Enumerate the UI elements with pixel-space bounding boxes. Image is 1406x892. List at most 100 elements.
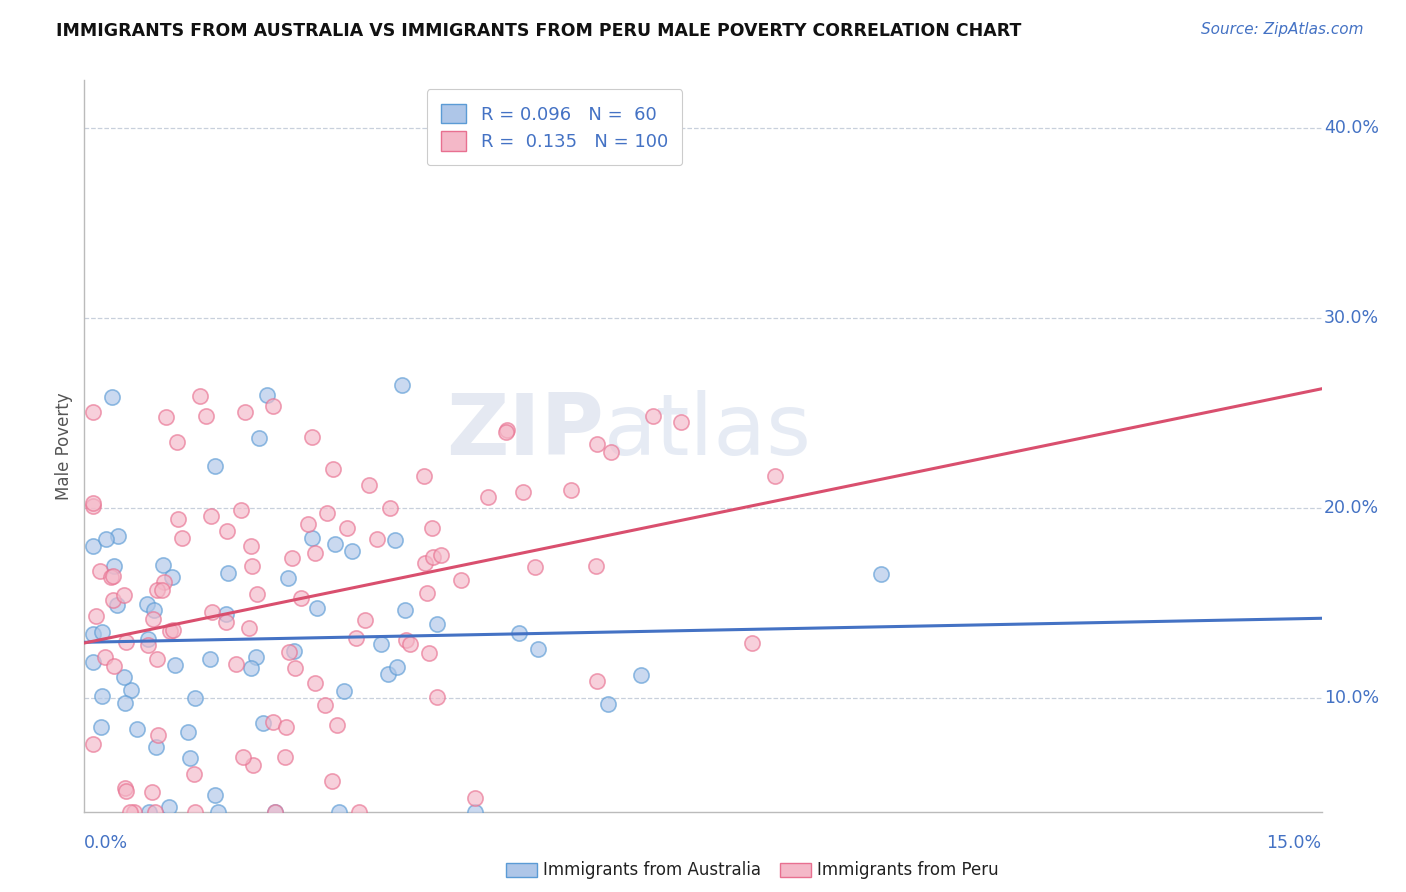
Text: 10.0%: 10.0% [1324, 689, 1379, 706]
Point [142, 612, 165, 626]
Point [370, 637, 392, 651]
Point [245, 650, 267, 665]
Point [217, 566, 239, 580]
Point [143, 805, 166, 819]
Point [277, 571, 299, 585]
Point [477, 490, 499, 504]
Point [247, 431, 270, 445]
Point [146, 728, 169, 742]
Text: IMMIGRANTS FROM AUSTRALIA VS IMMIGRANTS FROM PERU MALE POVERTY CORRELATION CHART: IMMIGRANTS FROM AUSTRALIA VS IMMIGRANTS … [56, 22, 1022, 40]
Point [512, 485, 534, 500]
Point [301, 430, 323, 444]
Point [240, 661, 263, 675]
Point [229, 503, 252, 517]
Point [183, 766, 205, 780]
Point [304, 675, 326, 690]
Point [101, 569, 124, 583]
Point [332, 684, 354, 698]
Point [426, 690, 449, 705]
Point [526, 642, 548, 657]
Point [416, 586, 439, 600]
Text: 0.0%: 0.0% [84, 834, 128, 852]
Point [125, 723, 148, 737]
Point [84, 608, 107, 623]
Point [344, 631, 367, 645]
Point [357, 477, 380, 491]
Text: 40.0%: 40.0% [1324, 119, 1379, 136]
Point [82, 737, 104, 751]
Point [426, 616, 449, 631]
Point [145, 652, 167, 666]
Point [155, 409, 177, 424]
Point [204, 788, 226, 802]
Point [91, 690, 114, 704]
Point [215, 615, 238, 629]
Point [264, 805, 287, 819]
Point [246, 587, 269, 601]
Point [82, 405, 104, 419]
Y-axis label: Male Poverty: Male Poverty [55, 392, 73, 500]
Point [145, 740, 167, 755]
Point [262, 714, 284, 729]
Point [464, 805, 486, 819]
Point [391, 378, 413, 392]
Point [586, 674, 609, 689]
Text: ZIP: ZIP [446, 390, 605, 473]
Text: atlas: atlas [605, 390, 813, 473]
Point [96, 532, 118, 546]
Point [225, 657, 247, 671]
Point [153, 574, 176, 589]
Point [263, 805, 285, 819]
Point [600, 445, 623, 459]
Point [112, 588, 135, 602]
Point [508, 626, 530, 640]
Text: Immigrants from Peru: Immigrants from Peru [817, 861, 998, 879]
Point [101, 390, 124, 404]
Point [420, 521, 443, 535]
Point [496, 423, 519, 437]
Point [93, 649, 115, 664]
Point [301, 532, 323, 546]
Point [422, 550, 444, 565]
Point [413, 556, 436, 570]
Point [242, 758, 264, 772]
Point [136, 597, 159, 611]
Point [395, 632, 418, 647]
Point [384, 533, 406, 548]
Point [239, 539, 262, 553]
Point [274, 749, 297, 764]
Point [82, 499, 104, 513]
Point [101, 592, 124, 607]
Point [114, 780, 136, 795]
Point [190, 389, 212, 403]
Text: 20.0%: 20.0% [1324, 499, 1379, 516]
Point [314, 698, 336, 712]
Point [429, 549, 451, 563]
Point [305, 600, 328, 615]
Point [280, 551, 302, 566]
Point [163, 658, 186, 673]
Point [641, 409, 664, 424]
Point [394, 603, 416, 617]
Point [157, 800, 180, 814]
Point [143, 603, 166, 617]
Point [105, 598, 128, 612]
Point [630, 668, 652, 682]
Point [159, 624, 181, 638]
Point [585, 437, 607, 451]
Text: 15.0%: 15.0% [1267, 834, 1322, 852]
Point [283, 644, 305, 658]
Point [336, 521, 359, 535]
Point [145, 582, 167, 597]
Point [232, 750, 254, 764]
Point [103, 558, 125, 573]
Text: 30.0%: 30.0% [1324, 309, 1379, 326]
Point [262, 399, 284, 413]
Point [217, 524, 239, 538]
Point [207, 805, 229, 819]
Text: Source: ZipAtlas.com: Source: ZipAtlas.com [1201, 22, 1364, 37]
Point [162, 569, 184, 583]
Point [290, 591, 312, 606]
Point [598, 697, 620, 711]
Point [152, 558, 174, 572]
